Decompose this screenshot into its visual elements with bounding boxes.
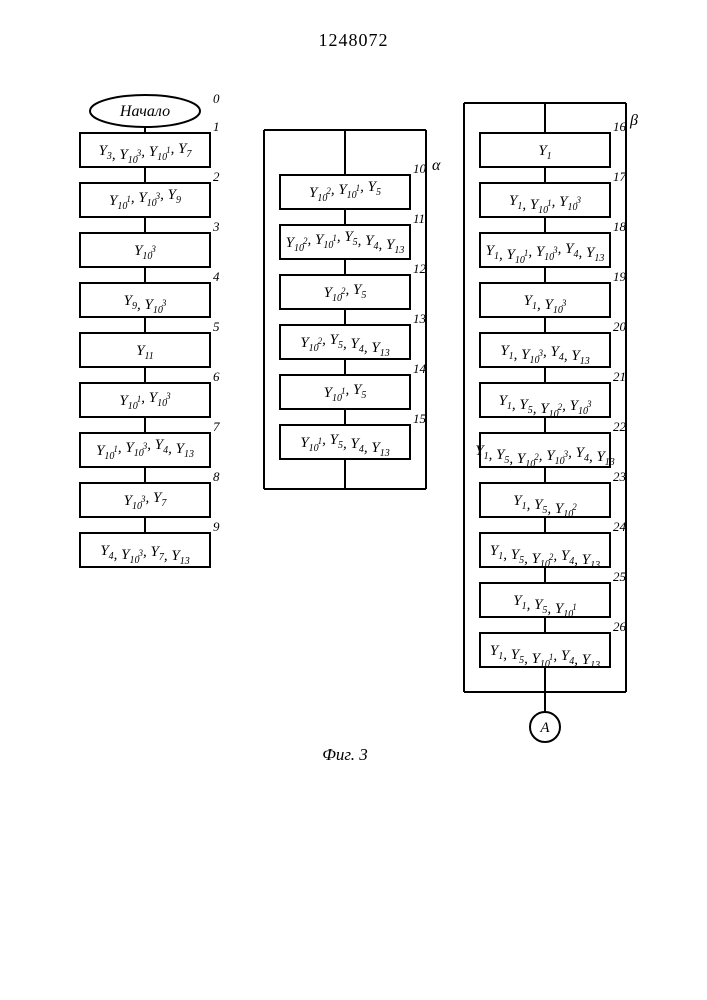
svg-text:Y1, Y101, Y103: Y1, Y101, Y103 xyxy=(509,193,582,216)
svg-text:Y1, Y5, Y102: Y1, Y5, Y102 xyxy=(513,493,577,520)
svg-text:0: 0 xyxy=(213,91,220,106)
box-step-18: Y1, Y101, Y103, Y4, Y13 18 xyxy=(480,219,627,267)
svg-text:Y1, Y5, Y102, Y103: Y1, Y5, Y102, Y103 xyxy=(499,393,592,420)
step-label: 15 xyxy=(413,411,427,426)
terminal-a-label: A xyxy=(539,720,550,736)
box-step-9: Y4, Y103, Y7, Y13 9 xyxy=(80,519,220,567)
svg-text:Y101, Y103: Y101, Y103 xyxy=(119,390,171,412)
box-step-26: Y1, Y5, Y101, Y4, Y1326 xyxy=(480,619,627,671)
svg-text:Y102, Y5, Y4, Y13: Y102, Y5, Y4, Y13 xyxy=(300,332,389,359)
step-label: 12 xyxy=(413,261,427,276)
step-label: 14 xyxy=(413,361,427,376)
step-label: 16 xyxy=(613,119,627,134)
box-step-21: Y1, Y5, Y102, Y103 21 xyxy=(480,369,626,420)
step-label: 6 xyxy=(213,369,220,384)
box-step-12: Y102, Y5 12 xyxy=(280,261,427,309)
box-step-6: Y101, Y103 6 xyxy=(80,369,220,417)
box-step-2: Y101, Y103, Y9 2 xyxy=(80,169,220,217)
svg-text:Y103: Y103 xyxy=(134,243,156,262)
box-step-20: Y1, Y103, Y4, Y13 20 xyxy=(480,319,627,367)
box-step-5: Y11 5 xyxy=(80,319,220,367)
box-step-17: Y1, Y101, Y103 17 xyxy=(480,169,627,217)
step-label: 4 xyxy=(213,269,220,284)
svg-text:Y1, Y101, Y103, Y4, Y13: Y1, Y101, Y103, Y4, Y13 xyxy=(486,241,605,266)
step-label: 5 xyxy=(213,319,220,334)
step-label: 8 xyxy=(213,469,220,484)
svg-text:Y102, Y5: Y102, Y5 xyxy=(324,282,367,304)
step-label: 1 xyxy=(213,119,220,134)
box-step-23: Y1, Y5, Y102 23 xyxy=(480,469,627,520)
step-label: 3 xyxy=(212,219,220,234)
step-label: 11 xyxy=(413,211,425,226)
svg-text:Y3, Y103, Y101, Y7: Y3, Y103, Y101, Y7 xyxy=(99,141,193,166)
box-step-8: Y103, Y7 8 xyxy=(80,469,220,517)
svg-text:Y1, Y5, Y101: Y1, Y5, Y101 xyxy=(513,593,577,620)
svg-text:Y1, Y5, Y102, Y103, Y4, Y13: Y1, Y5, Y102, Y103, Y4, Y13 xyxy=(475,443,615,470)
flowchart-diagram: Начало 0 Y3, Y103, Y101, Y7 1 Y101, Y103, Y9… xyxy=(0,0,707,1000)
box-step-25: Y1, Y5, Y101 25 xyxy=(480,569,627,620)
step-label: 25 xyxy=(613,569,627,584)
box-step-13: Y102, Y5, Y4, Y13 13 xyxy=(280,311,427,359)
step-label: 22 xyxy=(613,419,627,434)
step-label: 23 xyxy=(613,469,627,484)
svg-text:Y102, Y101, Y5, Y4, Y13: Y102, Y101, Y5, Y4, Y13 xyxy=(286,229,405,256)
figure-caption: Фиг. 3 xyxy=(322,745,368,764)
svg-text:Y4, Y103, Y7, Y13: Y4, Y103, Y7, Y13 xyxy=(100,543,189,567)
beta-label: β xyxy=(629,112,638,129)
svg-text:Y9, Y103: Y9, Y103 xyxy=(124,293,167,316)
step-label: 7 xyxy=(213,419,220,434)
step-label: 9 xyxy=(213,519,220,534)
step-label: 24 xyxy=(613,519,627,534)
start-label: Начало xyxy=(119,103,170,120)
svg-text:Y1, Y103, Y4, Y13: Y1, Y103, Y4, Y13 xyxy=(500,343,589,367)
box-step-3: Y103 3 xyxy=(80,219,220,267)
svg-text:Y11: Y11 xyxy=(136,343,154,362)
box-step-22: Y1, Y5, Y102, Y103, Y4, Y13 22 xyxy=(475,419,626,470)
svg-text:Y101, Y103, Y4, Y13: Y101, Y103, Y4, Y13 xyxy=(96,437,194,462)
step-label: 20 xyxy=(613,319,627,334)
step-label: 17 xyxy=(613,169,627,184)
box-step-14: Y101, Y5 14 xyxy=(280,361,427,409)
svg-text:Y101, Y5, Y4, Y13: Y101, Y5, Y4, Y13 xyxy=(300,432,389,459)
svg-text:Y103, Y7: Y103, Y7 xyxy=(124,490,168,512)
box-step-24: Y1, Y5, Y102, Y4, Y1324 xyxy=(480,519,627,571)
box-step-11: Y102, Y101, Y5, Y4, Y13 11 xyxy=(280,211,425,259)
svg-text:Y101, Y5: Y101, Y5 xyxy=(324,382,367,404)
box-step-19: Y1, Y103 19 xyxy=(480,269,627,317)
box-step-4: Y9, Y103 4 xyxy=(80,269,220,317)
step-label: 21 xyxy=(613,369,626,384)
alpha-label: α xyxy=(432,157,441,174)
box-step-10: Y102, Y101, Y5 10 xyxy=(280,161,427,209)
box-step-7: Y101, Y103, Y4, Y13 7 xyxy=(80,419,220,467)
box-step-16: Y1 16 xyxy=(480,119,627,167)
box-step-15: Y101, Y5, Y4, Y13 15 xyxy=(280,411,427,459)
svg-text:Y1: Y1 xyxy=(538,143,551,162)
svg-text:Y101, Y103, Y9: Y101, Y103, Y9 xyxy=(109,187,181,212)
svg-text:Y102, Y101, Y5: Y102, Y101, Y5 xyxy=(309,179,381,204)
step-label: 19 xyxy=(613,269,627,284)
svg-text:Y1, Y103: Y1, Y103 xyxy=(524,293,567,316)
step-label: 18 xyxy=(613,219,627,234)
step-label: 13 xyxy=(413,311,427,326)
step-label: 2 xyxy=(213,169,220,184)
step-label: 10 xyxy=(413,161,427,176)
step-label: 26 xyxy=(613,619,627,634)
